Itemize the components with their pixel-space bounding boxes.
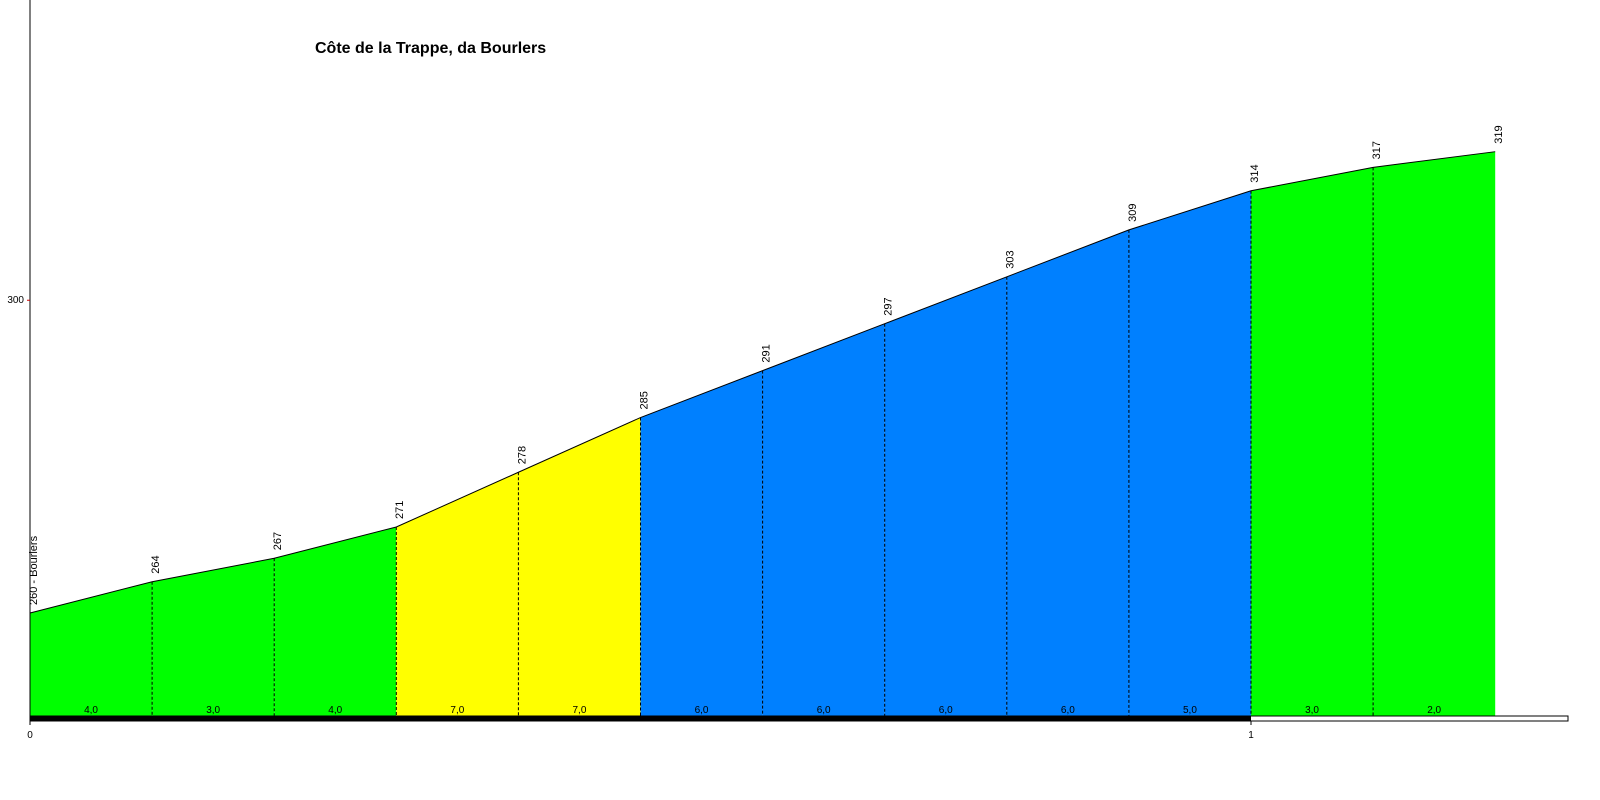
elevation-label: 291 (761, 344, 773, 362)
gradient-label: 7,0 (450, 705, 464, 716)
elevation-label: 264 (150, 555, 162, 573)
gradient-segment (396, 472, 519, 717)
elevation-label: 267 (272, 532, 284, 550)
x-tick-label: 1 (1248, 730, 1254, 741)
gradient-segment (1128, 190, 1251, 718)
gradient-segment (274, 526, 397, 717)
gradient-segment (30, 581, 153, 717)
gradient-label: 6,0 (695, 705, 709, 716)
gradient-label: 6,0 (817, 705, 831, 716)
gradient-segment (1251, 167, 1374, 718)
elevation-label: 260 - Bourlers (28, 535, 40, 605)
gradient-label: 7,0 (572, 705, 586, 716)
elevation-label: 309 (1127, 204, 1139, 222)
gradient-label: 3,0 (206, 705, 220, 716)
gradient-segment (152, 558, 275, 717)
gradient-segment (884, 276, 1007, 717)
gradient-label: 6,0 (939, 705, 953, 716)
gradient-segment (762, 323, 885, 717)
gradient-label: 5,0 (1183, 705, 1197, 716)
gradient-label: 4,0 (84, 705, 98, 716)
elevation-label: 271 (394, 501, 406, 519)
elevation-label: 303 (1005, 250, 1017, 268)
gradient-label: 3,0 (1305, 705, 1319, 716)
gradient-segment (518, 417, 641, 717)
x-tick-label: 0 (27, 730, 33, 741)
chart-title: Côte de la Trappe, da Bourlers (315, 40, 546, 57)
gradient-segment (1373, 151, 1496, 717)
gradient-label: 6,0 (1061, 705, 1075, 716)
elevation-label: 297 (883, 297, 895, 315)
elevation-label: 317 (1371, 141, 1383, 159)
elevation-label: 314 (1249, 164, 1261, 182)
elevation-label: 319 (1493, 125, 1505, 143)
y-tick-label: 300 (7, 295, 24, 306)
elevation-label: 285 (638, 391, 650, 409)
gradient-label: 2,0 (1427, 705, 1441, 716)
profile-line (29, 151, 1496, 614)
distance-bar (30, 716, 1251, 721)
gradient-label: 4,0 (328, 705, 342, 716)
gradient-segment (1006, 229, 1129, 717)
elevation-label: 278 (516, 446, 528, 464)
gradient-segment (640, 370, 763, 717)
